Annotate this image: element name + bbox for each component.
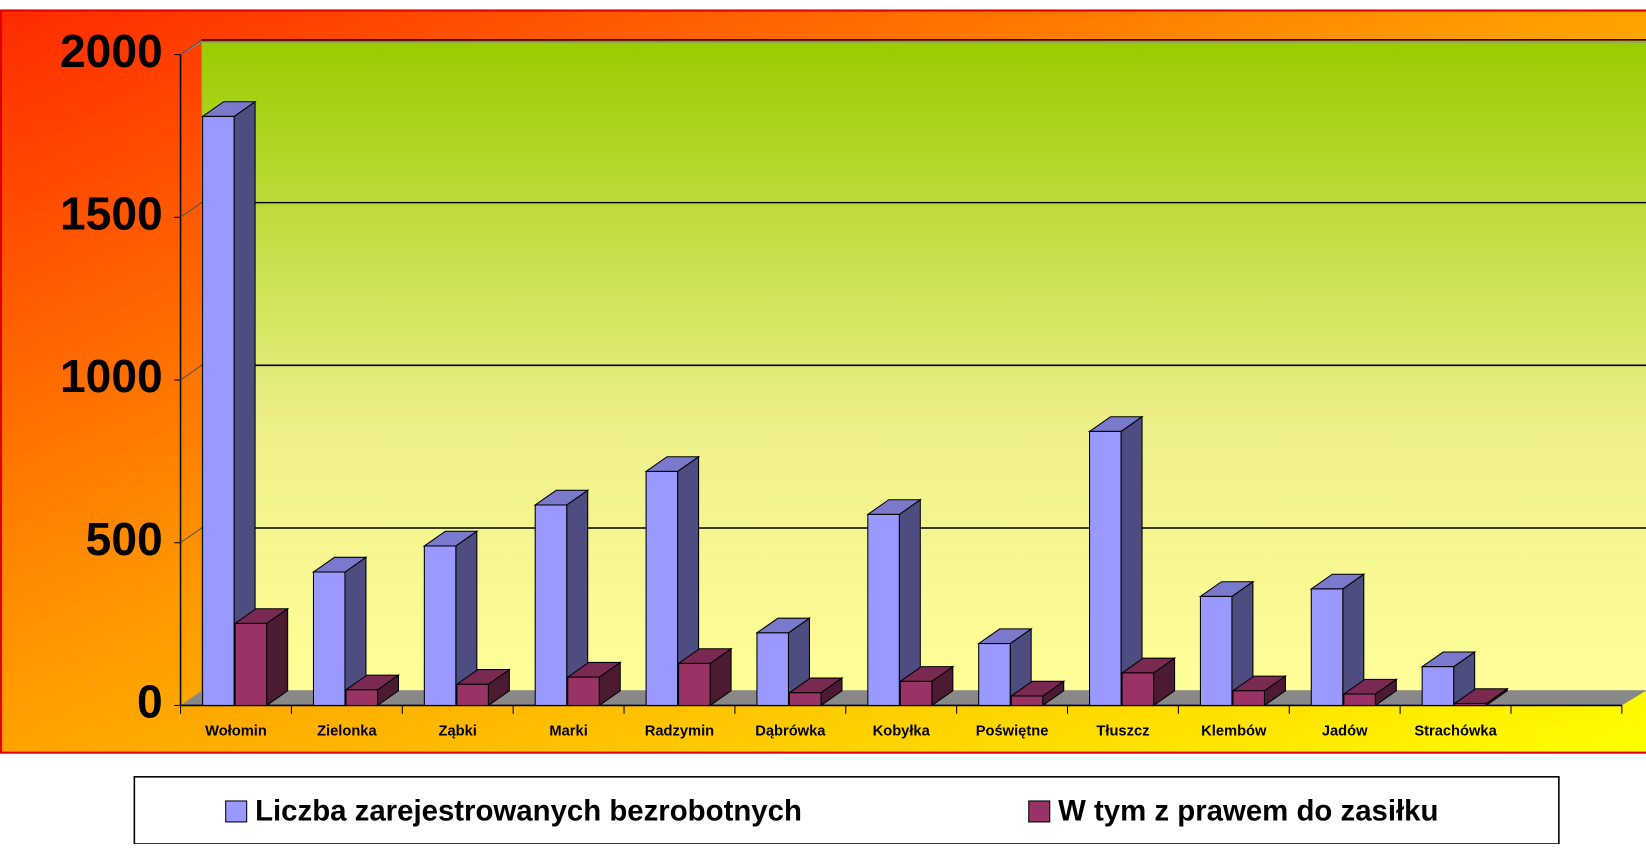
x-tick-label: Radzymin [645,724,714,740]
grid-line-side [180,39,202,56]
x-tick-label: Dąbrówka [755,724,826,740]
x-tick-label: Kobyłka [873,724,931,740]
back-wall [201,41,1646,692]
legend-swatch [225,800,248,823]
x-tick-label: Wołomin [205,724,267,740]
legend-label: W tym z prawem do zasiłku [1058,794,1438,827]
legend-swatch [1028,800,1051,823]
bar [866,498,922,707]
bar [898,665,955,707]
bar [311,556,368,707]
bar [422,530,479,707]
x-tick-label: Klembów [1201,724,1267,740]
bar [1420,651,1477,707]
y-tick-label: 0 [137,676,163,728]
y-tick-label: 2000 [60,25,163,77]
bar-front [202,115,235,706]
bar-front [1454,702,1487,706]
bar-front [1089,430,1122,706]
bar [233,607,290,707]
bar [455,668,512,707]
bar [676,647,733,707]
y-tick-label: 1500 [60,188,163,240]
bar-side [266,607,289,707]
bar-front [534,504,568,706]
bar [1342,678,1398,707]
bar-front [788,692,822,706]
bar-front [345,689,379,706]
bar-front [678,662,711,706]
bar [787,677,844,707]
bar-front [1421,666,1455,706]
x-tick-label: Zielonka [317,724,377,740]
bar-front [899,680,933,706]
bar-front [1199,595,1233,706]
bar-front [756,632,789,706]
bar [1120,657,1177,707]
grid-line-side [180,527,202,544]
bar-front [456,683,489,706]
legend [133,776,1560,845]
bar-front [867,513,900,706]
bar [1453,687,1509,707]
bar [1231,675,1288,707]
grid-line-side [180,202,202,218]
x-tick-label: Jadów [1322,724,1368,740]
x-tick-label: Tłuszcz [1096,724,1149,740]
bar [1009,680,1066,707]
grid-line-side [180,364,202,381]
x-tick-label: Strachówka [1414,724,1497,740]
bar [644,455,701,707]
bar [344,674,401,707]
bar-front [1121,672,1155,706]
bar [1309,573,1366,707]
bar-front [1310,588,1344,706]
bar-front [978,643,1011,706]
bar-front [312,571,346,706]
bar [533,489,590,707]
bar-front [1232,690,1265,706]
y-tick-label: 500 [86,513,163,565]
bar-front [1010,695,1044,706]
x-tick-label: Marki [549,724,587,740]
bar [200,100,257,707]
x-tick-label: Ząbki [439,724,477,740]
legend-label: Liczba zarejestrowanych bezrobotnych [255,794,802,827]
bar-front [423,545,457,706]
bar [1087,415,1144,707]
bar-front [645,470,679,706]
x-tick-label: Poświętne [976,724,1049,740]
y-tick-label: 1000 [60,350,163,402]
bar-front [1343,693,1376,706]
bar [566,661,622,707]
bar-front [234,622,268,706]
bar-front [567,676,600,706]
